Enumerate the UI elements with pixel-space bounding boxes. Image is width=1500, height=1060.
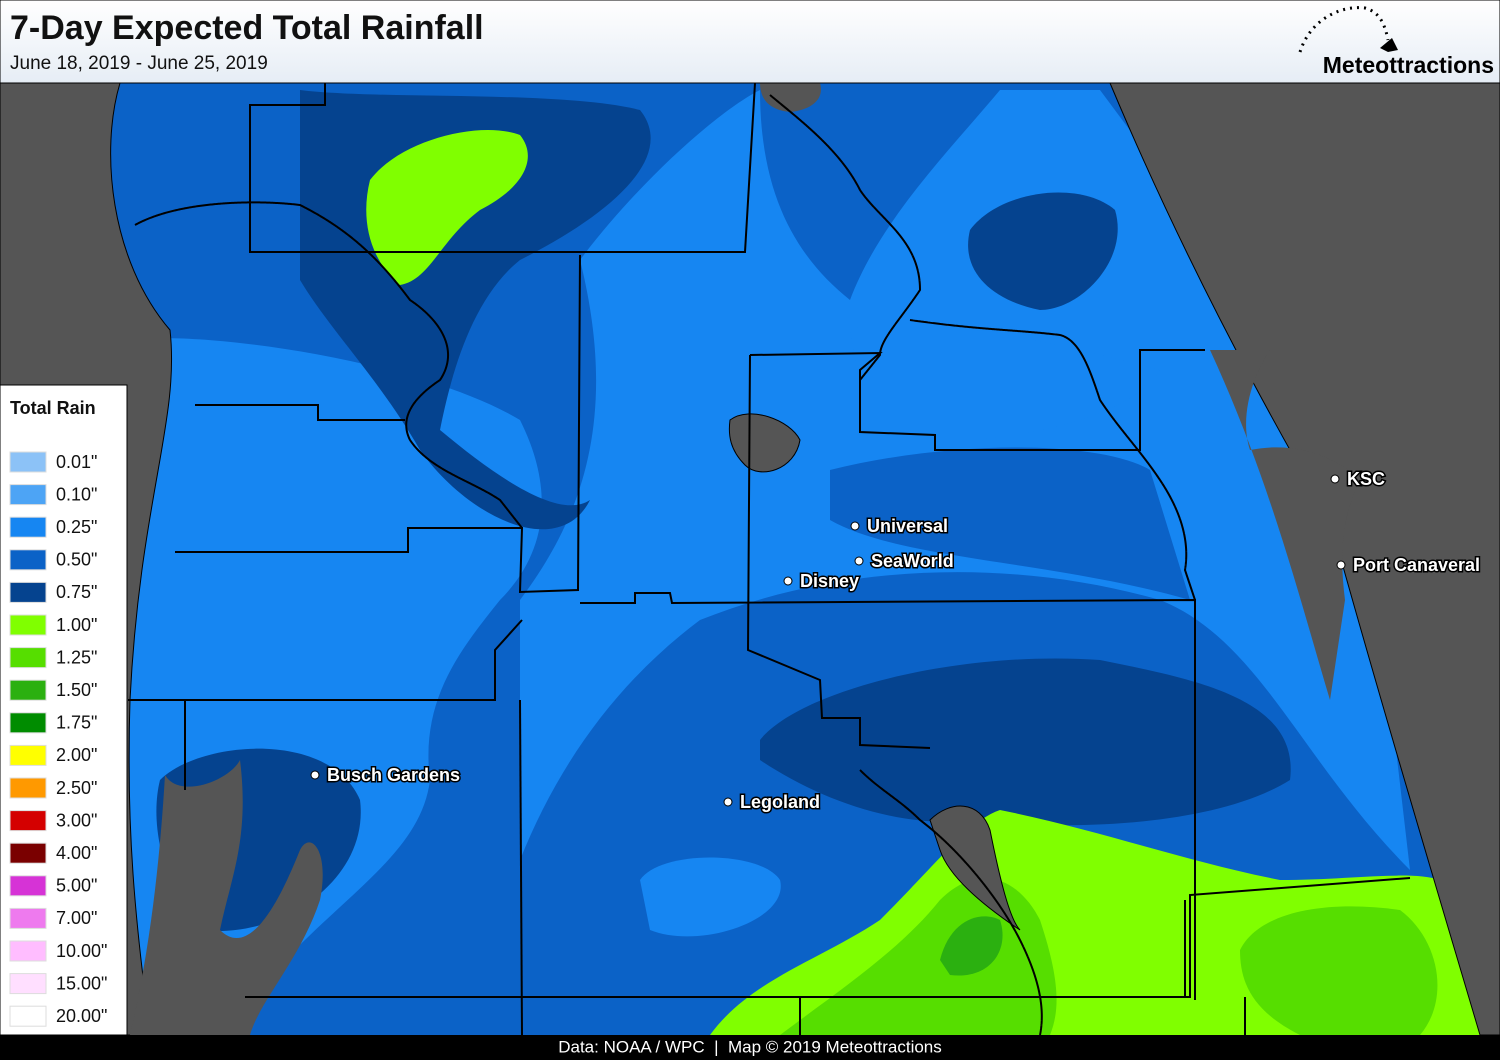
legend-label: 0.50" bbox=[56, 550, 97, 570]
place-dot bbox=[1330, 474, 1340, 484]
water bbox=[929, 805, 1021, 931]
legend-label: 0.25" bbox=[56, 517, 97, 537]
legend-swatch bbox=[9, 907, 47, 929]
legend-label: 2.50" bbox=[56, 778, 97, 798]
legend-swatch bbox=[9, 581, 47, 603]
legend-label: 10.00" bbox=[56, 941, 107, 961]
logo-arc bbox=[1298, 6, 1390, 53]
legend-label: 1.75" bbox=[56, 713, 97, 733]
legend-label: 1.00" bbox=[56, 615, 97, 635]
place-markers: Universal SeaWorld Disney KSC Port Canav… bbox=[310, 467, 1482, 813]
legend-swatch bbox=[9, 549, 47, 571]
legend-label: 7.00" bbox=[56, 908, 97, 928]
place-dot bbox=[310, 770, 320, 780]
place-label: Disney bbox=[800, 571, 859, 591]
legend-swatch bbox=[9, 1005, 47, 1027]
rain-field bbox=[968, 192, 1118, 310]
legend-label: 0.75" bbox=[56, 582, 97, 602]
place-dot bbox=[783, 576, 793, 586]
legend-swatch bbox=[9, 516, 47, 538]
title: 7-Day Expected Total Rainfall bbox=[10, 9, 484, 47]
legend-title: Total Rain bbox=[10, 398, 96, 418]
legend-swatch bbox=[9, 810, 47, 832]
legend-label: 15.00" bbox=[56, 973, 107, 993]
place-dot bbox=[1336, 560, 1346, 570]
rain-field bbox=[640, 857, 781, 937]
county-lines bbox=[128, 82, 1411, 1036]
rain-field bbox=[760, 90, 1000, 300]
place-label: Busch Gardens bbox=[327, 765, 460, 785]
legend-swatch bbox=[9, 647, 47, 669]
water bbox=[760, 83, 821, 112]
logo-icon bbox=[1380, 38, 1398, 52]
rain-field bbox=[940, 916, 1003, 976]
place-dot bbox=[723, 797, 733, 807]
subtitle: June 18, 2019 - June 25, 2019 bbox=[10, 53, 268, 74]
legend-label: 0.10" bbox=[56, 484, 97, 504]
legend-label: 2.00" bbox=[56, 745, 97, 765]
legend-swatch bbox=[9, 875, 47, 897]
legend-label: 0.01" bbox=[56, 452, 97, 472]
legend-swatch bbox=[9, 842, 47, 864]
legend-swatch bbox=[9, 451, 47, 473]
place-label: Legoland bbox=[740, 792, 820, 812]
legend-swatch bbox=[9, 712, 47, 734]
legend-items: 0.01" 0.10" 0.25" 0.50" 0.75" 1.00" 1.25" 1.50"… bbox=[9, 451, 107, 1027]
water bbox=[1210, 350, 1360, 700]
water bbox=[130, 760, 323, 1035]
rain-field bbox=[760, 658, 1291, 826]
place-label: KSC bbox=[1347, 469, 1385, 489]
footer: Data: NOAA / WPC | Map © 2019 Meteottrac… bbox=[558, 1037, 942, 1056]
legend-swatch bbox=[9, 484, 47, 506]
rain-field bbox=[830, 447, 1190, 600]
place-label: SeaWorld bbox=[871, 551, 954, 571]
place-dot bbox=[854, 556, 864, 566]
legend-label: 5.00" bbox=[56, 876, 97, 896]
logo: Meteottractions bbox=[1323, 52, 1494, 78]
legend-swatch bbox=[9, 614, 47, 636]
place-dot bbox=[850, 521, 860, 531]
legend-label: 3.00" bbox=[56, 810, 97, 830]
legend-swatch bbox=[9, 973, 47, 995]
legend-label: 20.00" bbox=[56, 1006, 107, 1026]
rain-field bbox=[366, 130, 528, 285]
legend-swatch bbox=[9, 744, 47, 766]
legend-label: 1.50" bbox=[56, 680, 97, 700]
place-label: Universal bbox=[867, 516, 948, 536]
water bbox=[728, 413, 801, 473]
legend-swatch bbox=[9, 940, 47, 962]
header bbox=[0, 0, 1500, 84]
legend-swatch bbox=[9, 777, 47, 799]
place-label: Port Canaveral bbox=[1353, 555, 1480, 575]
legend bbox=[0, 384, 128, 1036]
legend-swatch bbox=[9, 679, 47, 701]
legend-label: 4.00" bbox=[56, 843, 97, 863]
footer-bar bbox=[0, 1035, 1500, 1060]
legend-label: 1.25" bbox=[56, 647, 97, 667]
rain-field bbox=[850, 323, 1160, 442]
rain-field bbox=[1240, 906, 1438, 1035]
